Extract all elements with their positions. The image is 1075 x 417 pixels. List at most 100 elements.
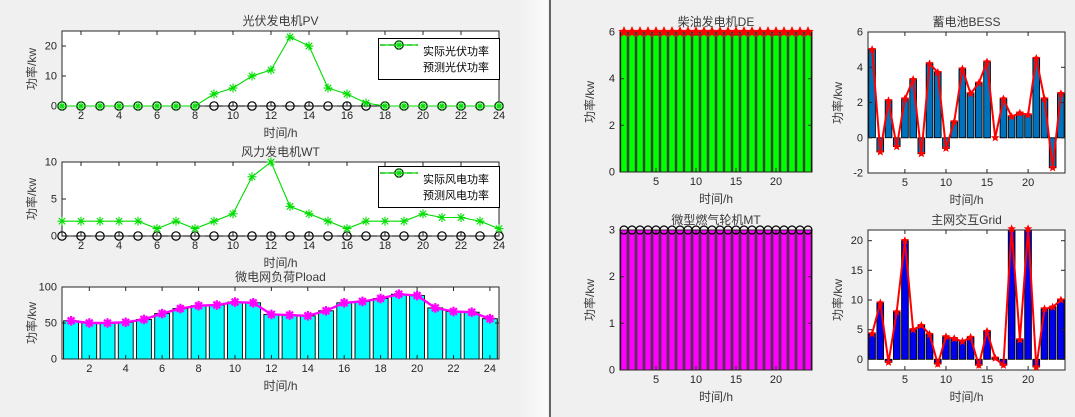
svg-text:10: 10 xyxy=(690,374,702,386)
svg-text:10: 10 xyxy=(940,374,952,386)
svg-text:24: 24 xyxy=(484,363,496,375)
svg-text:6: 6 xyxy=(609,27,615,39)
svg-text:3: 3 xyxy=(609,225,615,237)
svg-text:0: 0 xyxy=(857,132,863,144)
green-line-asterisk-marker-icon xyxy=(380,168,423,201)
legend-label-actual-pv: 实际光伏功率 xyxy=(423,46,489,58)
svg-text:0: 0 xyxy=(51,231,57,243)
svg-text:24: 24 xyxy=(493,240,505,252)
pv-plot: 2 4 6 8 10 12 14 16 18 20 22 24 0 10 20 光伏发电机PV 功率/kw … xyxy=(0,0,540,140)
grid-plot-title: 主网交互Grid xyxy=(931,213,1002,227)
wt-plot-title: 风力发电机WT xyxy=(241,145,320,159)
pv-plot-title: 光伏发电机PV xyxy=(242,14,319,28)
svg-text:5: 5 xyxy=(902,374,908,386)
mt-y-axis-label: 功率/kw xyxy=(583,279,597,322)
svg-text:16: 16 xyxy=(341,110,353,122)
svg-text:10: 10 xyxy=(229,363,241,375)
svg-text:50: 50 xyxy=(45,318,57,330)
grid-x-axis-label: 时间/h xyxy=(949,390,984,404)
svg-text:4: 4 xyxy=(857,62,863,74)
svg-text:15: 15 xyxy=(730,374,742,386)
pv-y-axis-label: 功率/kw xyxy=(25,47,39,90)
svg-text:10: 10 xyxy=(851,295,863,307)
svg-text:15: 15 xyxy=(981,374,993,386)
svg-text:16: 16 xyxy=(341,240,353,252)
svg-text:2: 2 xyxy=(857,97,863,109)
svg-text:10: 10 xyxy=(45,157,57,169)
svg-text:100: 100 xyxy=(39,282,57,294)
pload-plot-title: 微电网负荷Pload xyxy=(235,270,326,284)
legend-label-forecast-wind: 预测风电功率 xyxy=(423,190,489,202)
svg-text:0: 0 xyxy=(609,365,615,377)
svg-text:14: 14 xyxy=(302,363,314,375)
pload-plot: 2 4 6 8 10 12 14 16 18 20 22 24 0 50 100 微电网负荷Pload 功率… xyxy=(0,266,540,406)
svg-text:6: 6 xyxy=(159,363,165,375)
svg-text:6: 6 xyxy=(154,240,160,252)
svg-text:20: 20 xyxy=(45,41,57,53)
svg-text:10: 10 xyxy=(690,176,702,188)
wt-y-axis-label: 功率/kw xyxy=(25,178,39,221)
bess-plot-title: 蓄电池BESS xyxy=(932,15,1001,29)
svg-text:20: 20 xyxy=(1022,177,1034,189)
pv-x-axis-label: 时间/h xyxy=(263,126,298,140)
svg-text:15: 15 xyxy=(851,265,863,277)
svg-text:1: 1 xyxy=(609,318,615,330)
svg-text:10: 10 xyxy=(227,240,239,252)
svg-text:20: 20 xyxy=(851,235,863,247)
svg-text:20: 20 xyxy=(417,110,429,122)
de-plot: 5 10 15 20 0 2 4 6 柴油发电机DE 功率/kw 时间/h xyxy=(560,0,830,206)
svg-text:20: 20 xyxy=(1022,374,1034,386)
svg-text:10: 10 xyxy=(45,71,57,83)
svg-text:15: 15 xyxy=(730,176,742,188)
svg-text:0: 0 xyxy=(857,354,863,366)
svg-text:22: 22 xyxy=(455,240,467,252)
wt-legend: 实际风电功率 预测风电功率 xyxy=(378,166,500,208)
mt-plot: 5 10 15 20 0 1 2 3 微型燃气轮机MT 功率/kw 时间/h xyxy=(560,205,830,417)
svg-text:-2: -2 xyxy=(853,168,863,180)
svg-text:22: 22 xyxy=(447,363,459,375)
svg-text:12: 12 xyxy=(265,110,277,122)
svg-text:10: 10 xyxy=(940,177,952,189)
svg-text:8: 8 xyxy=(192,240,198,252)
svg-text:10: 10 xyxy=(227,110,239,122)
svg-text:4: 4 xyxy=(123,363,129,375)
legend-row-forecast-pv: 预测光伏功率 xyxy=(380,40,497,75)
legend-label-forecast-pv: 预测光伏功率 xyxy=(423,62,489,74)
grid-plot: 5 10 15 20 0 5 10 15 20 主网交互Grid 功率/kw 时间/h xyxy=(830,205,1075,417)
svg-text:14: 14 xyxy=(303,240,315,252)
svg-text:18: 18 xyxy=(379,240,391,252)
legend-label-actual-wind: 实际风电功率 xyxy=(423,174,489,186)
svg-text:5: 5 xyxy=(51,194,57,206)
wt-x-axis-label: 时间/h xyxy=(263,256,298,270)
mt-x-axis-label: 时间/h xyxy=(698,390,733,404)
svg-text:0: 0 xyxy=(609,167,615,179)
wt-plot: 2 4 6 8 10 12 14 16 18 20 22 24 0 5 10 风力发电机WT 功率/kw 时… xyxy=(0,133,540,270)
pload-y-axis-label: 功率/kw xyxy=(25,302,39,345)
svg-text:4: 4 xyxy=(116,110,122,122)
mt-plot-title: 微型燃气轮机MT xyxy=(671,213,761,227)
green-line-asterisk-marker-icon xyxy=(380,40,423,73)
bess-y-axis-label: 功率/kw xyxy=(831,81,845,124)
svg-text:20: 20 xyxy=(417,240,429,252)
svg-text:5: 5 xyxy=(902,177,908,189)
svg-text:15: 15 xyxy=(981,177,993,189)
bess-x-axis-label: 时间/h xyxy=(949,193,984,207)
svg-text:0: 0 xyxy=(51,101,57,113)
de-plot-title: 柴油发电机DE xyxy=(677,15,755,29)
svg-text:24: 24 xyxy=(493,110,505,122)
de-y-axis-label: 功率/kw xyxy=(583,81,597,124)
svg-text:2: 2 xyxy=(78,110,84,122)
svg-text:5: 5 xyxy=(653,374,659,386)
svg-text:14: 14 xyxy=(303,110,315,122)
svg-text:5: 5 xyxy=(653,176,659,188)
svg-text:2: 2 xyxy=(609,120,615,132)
grid-y-axis-label: 功率/kw xyxy=(831,279,845,322)
svg-text:4: 4 xyxy=(116,240,122,252)
svg-text:2: 2 xyxy=(78,240,84,252)
svg-text:20: 20 xyxy=(770,176,782,188)
de-x-axis-label: 时间/h xyxy=(698,192,733,206)
svg-text:2: 2 xyxy=(609,271,615,283)
svg-text:5: 5 xyxy=(857,324,863,336)
svg-text:18: 18 xyxy=(374,363,386,375)
